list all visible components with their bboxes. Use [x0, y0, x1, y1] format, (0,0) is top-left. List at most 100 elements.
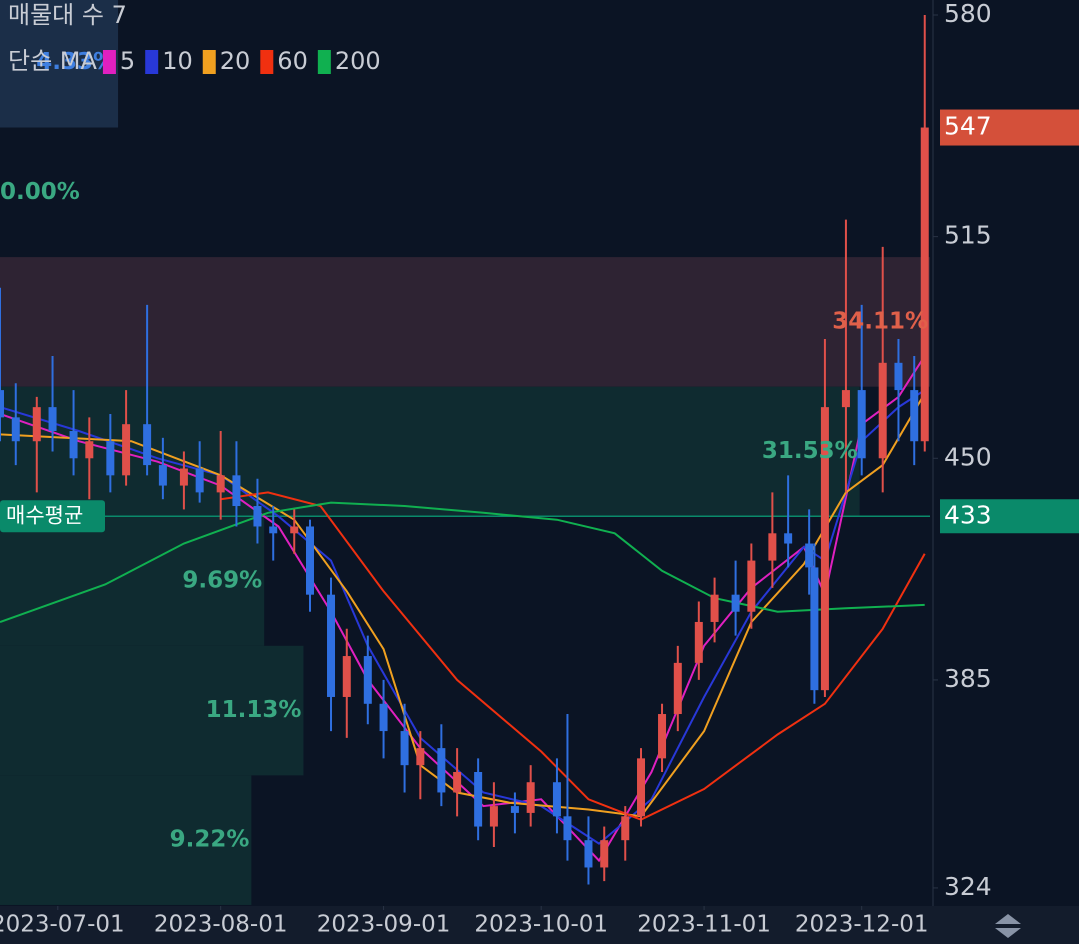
- candle-body: [269, 526, 278, 534]
- zone-label: 0.00%: [0, 179, 80, 205]
- x-tick-label: 2023-09-01: [317, 912, 451, 938]
- candle-body: [894, 362, 903, 391]
- legend-swatch: [145, 50, 159, 74]
- candle-body: [526, 782, 535, 813]
- candle-body: [731, 594, 740, 612]
- candle-body: [232, 475, 241, 507]
- y-tick-label: 580: [944, 0, 992, 28]
- candle-body: [379, 703, 388, 732]
- ma-line: [0, 501, 925, 623]
- average-price-label: 433: [944, 500, 992, 529]
- legend-swatch: [102, 50, 116, 74]
- candle-body: [437, 748, 446, 793]
- x-tick-label: 2023-08-01: [154, 912, 288, 938]
- candle-body: [11, 417, 20, 442]
- candle-body: [474, 771, 483, 827]
- legend-label: 20: [220, 47, 251, 75]
- candle-body: [85, 441, 94, 459]
- candle-body: [552, 782, 561, 817]
- candle-body: [290, 526, 299, 534]
- average-tag-label: 매수평균: [6, 503, 83, 527]
- candle-body: [820, 407, 829, 691]
- candle-body: [216, 475, 225, 493]
- candle-body: [253, 506, 262, 527]
- candle-body: [910, 390, 919, 442]
- candle-body: [48, 407, 57, 432]
- candle-body: [810, 567, 819, 691]
- y-tick-label: 515: [944, 221, 992, 250]
- legend-swatch: [260, 50, 274, 74]
- labels: 4.33% 0.00% 34.11% 31.53% 9.69% 11.13% 9.22% 매수…: [0, 49, 928, 853]
- candle-body: [920, 127, 929, 442]
- candle-body: [857, 390, 866, 459]
- zone-label: 11.13%: [206, 697, 302, 723]
- candle-body: [400, 731, 409, 766]
- candle-body: [710, 594, 719, 622]
- candle-body: [768, 533, 777, 561]
- candle-body: [637, 758, 646, 817]
- x-tick-label: 2023-07-01: [0, 912, 125, 938]
- legend-label: 10: [162, 47, 193, 75]
- candle-body: [784, 533, 793, 544]
- zone-label: 9.22%: [170, 827, 250, 853]
- icon-up: [995, 914, 1021, 924]
- candle-body: [841, 390, 850, 408]
- candles: [0, 15, 929, 885]
- profile-title: 매물대 수 7: [8, 1, 127, 29]
- x-axis-band: [0, 906, 1079, 944]
- zone-label: 34.11%: [832, 308, 928, 334]
- icon-down: [995, 928, 1021, 938]
- x-tick-label: 2023-10-01: [474, 912, 608, 938]
- candle-body: [179, 468, 188, 486]
- y-tick-label: 450: [944, 442, 992, 471]
- legend-swatch: [317, 50, 331, 74]
- candle-body: [658, 714, 667, 759]
- x-tick-label: 2023-11-01: [637, 912, 771, 938]
- scroll-icon[interactable]: [995, 914, 1021, 938]
- candle-body: [122, 424, 131, 476]
- candle-body: [747, 560, 756, 612]
- legend-swatch: [202, 50, 216, 74]
- candle-body: [416, 748, 425, 766]
- candle-body: [195, 468, 204, 493]
- volume-zone: [0, 0, 119, 128]
- candle-body: [363, 656, 372, 704]
- candle-body: [563, 816, 572, 841]
- candle-body: [694, 621, 703, 663]
- volume-zone: [0, 257, 930, 387]
- candle-body: [0, 390, 4, 418]
- candle-body: [600, 840, 609, 868]
- candle-body: [621, 816, 630, 841]
- candle-body: [878, 362, 887, 459]
- legend-label: 60: [277, 47, 308, 75]
- zone-label: 4.33%: [36, 49, 116, 75]
- legend: 매물대 수 7 단순 MA 5 10 20 60 200: [8, 1, 381, 75]
- legend-label: 5: [120, 47, 135, 75]
- candle-body: [673, 662, 682, 715]
- candle-body: [584, 840, 593, 868]
- candle-body: [453, 771, 462, 793]
- candle-body: [306, 526, 314, 595]
- y-tick-label: 385: [944, 664, 992, 693]
- current-price-label: 547: [944, 112, 992, 141]
- y-tick-label: 324: [944, 872, 992, 901]
- volume-profile: [0, 0, 930, 905]
- legend-label: 200: [335, 47, 381, 75]
- candle-body: [327, 594, 336, 697]
- candle-body: [143, 424, 152, 466]
- ma-line: [220, 491, 926, 821]
- candle-body: [69, 431, 78, 459]
- average-price-box: [940, 499, 1079, 534]
- candle-body: [489, 806, 498, 827]
- x-tick-label: 2023-12-01: [795, 912, 929, 938]
- candle-body: [106, 441, 115, 476]
- volume-zone: [0, 516, 265, 646]
- current-price-box: [940, 109, 1079, 146]
- candle-body: [158, 465, 167, 486]
- volume-zone: [0, 645, 304, 776]
- ma-label: 단순 MA: [8, 47, 97, 75]
- candle-body: [510, 806, 519, 813]
- candle-body: [342, 656, 351, 697]
